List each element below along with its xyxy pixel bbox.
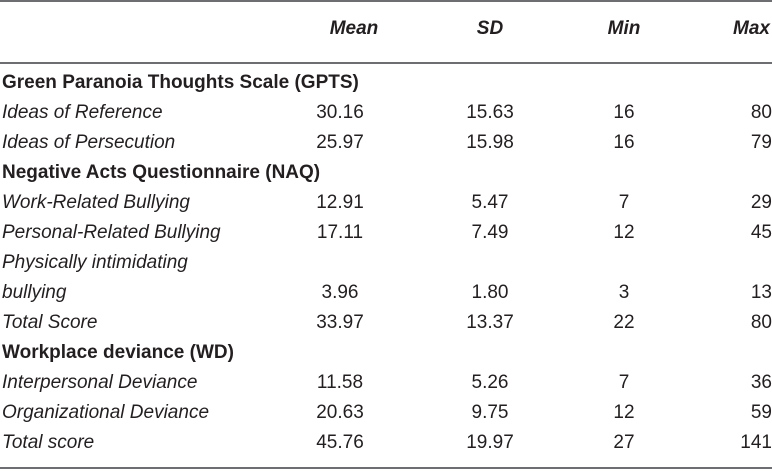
section-title-row: Green Paranoia Thoughts Scale (GPTS): [0, 68, 772, 98]
cell-mean: 25.97: [316, 132, 364, 153]
column-header-min: Min: [607, 18, 641, 39]
cell-min: 12: [613, 402, 635, 423]
row-label: Ideas of Reference: [2, 102, 163, 123]
cell-sd: 5.26: [471, 372, 509, 393]
section-title-row: Negative Acts Questionnaire (NAQ): [0, 158, 772, 188]
table-row: bullying 3.96 1.80 3 13: [0, 278, 772, 308]
table-row: Work-Related Bullying 12.91 5.47 7 29: [0, 188, 772, 218]
cell-sd: 9.75: [471, 402, 509, 423]
cell-min: 7: [618, 372, 630, 393]
column-header-mean: Mean: [329, 18, 379, 39]
section-title-naq: Negative Acts Questionnaire (NAQ): [2, 162, 321, 183]
cell-mean: 20.63: [316, 402, 364, 423]
header-rule: [0, 62, 772, 64]
section-title-row: Workplace deviance (WD): [0, 338, 772, 368]
row-label: Interpersonal Deviance: [2, 372, 198, 393]
cell-max: 79: [750, 132, 772, 153]
table-bottom-rule: [0, 467, 772, 469]
cell-mean: 3.96: [321, 282, 359, 303]
cell-mean: 12.91: [316, 192, 364, 213]
cell-min: 22: [613, 312, 635, 333]
row-label: Physically intimidating: [2, 252, 188, 273]
row-label: Organizational Deviance: [2, 402, 210, 423]
cell-min: 3: [618, 282, 630, 303]
row-label: Personal-Related Bullying: [2, 222, 221, 243]
column-header-sd: SD: [476, 18, 504, 39]
cell-min: 27: [613, 432, 635, 453]
row-label: Total Score: [2, 312, 98, 333]
table-top-rule: [0, 0, 772, 2]
table-row: Ideas of Reference 30.16 15.63 16 80: [0, 98, 772, 128]
table-row: Ideas of Persecution 25.97 15.98 16 79: [0, 128, 772, 158]
cell-min: 16: [613, 102, 635, 123]
cell-max: 80: [750, 312, 772, 333]
cell-sd: 1.80: [471, 282, 509, 303]
cell-mean: 45.76: [316, 432, 364, 453]
cell-max: 59: [750, 402, 772, 423]
table-row-label-line: Physically intimidating: [0, 248, 772, 278]
section-title-gpts: Green Paranoia Thoughts Scale (GPTS): [2, 72, 359, 93]
table-row: Personal-Related Bullying 17.11 7.49 12 …: [0, 218, 772, 248]
table-row: Total score 45.76 19.97 27 141: [0, 428, 772, 458]
table-row: Organizational Deviance 20.63 9.75 12 59: [0, 398, 772, 428]
cell-sd: 15.63: [466, 102, 514, 123]
cell-sd: 15.98: [466, 132, 514, 153]
cell-max: 80: [750, 102, 772, 123]
row-label: Total score: [2, 432, 95, 453]
cell-sd: 7.49: [471, 222, 509, 243]
cell-min: 12: [613, 222, 635, 243]
table-row: Interpersonal Deviance 11.58 5.26 7 36: [0, 368, 772, 398]
row-label-continued: bullying: [2, 282, 67, 303]
cell-max: 29: [750, 192, 772, 213]
cell-mean: 30.16: [316, 102, 364, 123]
cell-max: 141: [740, 432, 772, 453]
cell-max: 45: [750, 222, 772, 243]
cell-sd: 19.97: [466, 432, 514, 453]
cell-sd: 5.47: [471, 192, 509, 213]
table-row: Total Score 33.97 13.37 22 80: [0, 308, 772, 338]
row-label: Work-Related Bullying: [2, 192, 190, 213]
cell-min: 16: [613, 132, 635, 153]
cell-max: 36: [750, 372, 772, 393]
cell-max: 13: [750, 282, 772, 303]
cell-sd: 13.37: [466, 312, 514, 333]
header-row: Mean SD Min Max: [0, 14, 772, 44]
cell-mean: 33.97: [316, 312, 364, 333]
cell-mean: 11.58: [316, 372, 364, 393]
row-label: Ideas of Persecution: [2, 132, 176, 153]
section-title-wd: Workplace deviance (WD): [2, 342, 234, 363]
column-header-max: Max: [733, 18, 770, 39]
cell-mean: 17.11: [316, 222, 364, 243]
cell-min: 7: [618, 192, 630, 213]
